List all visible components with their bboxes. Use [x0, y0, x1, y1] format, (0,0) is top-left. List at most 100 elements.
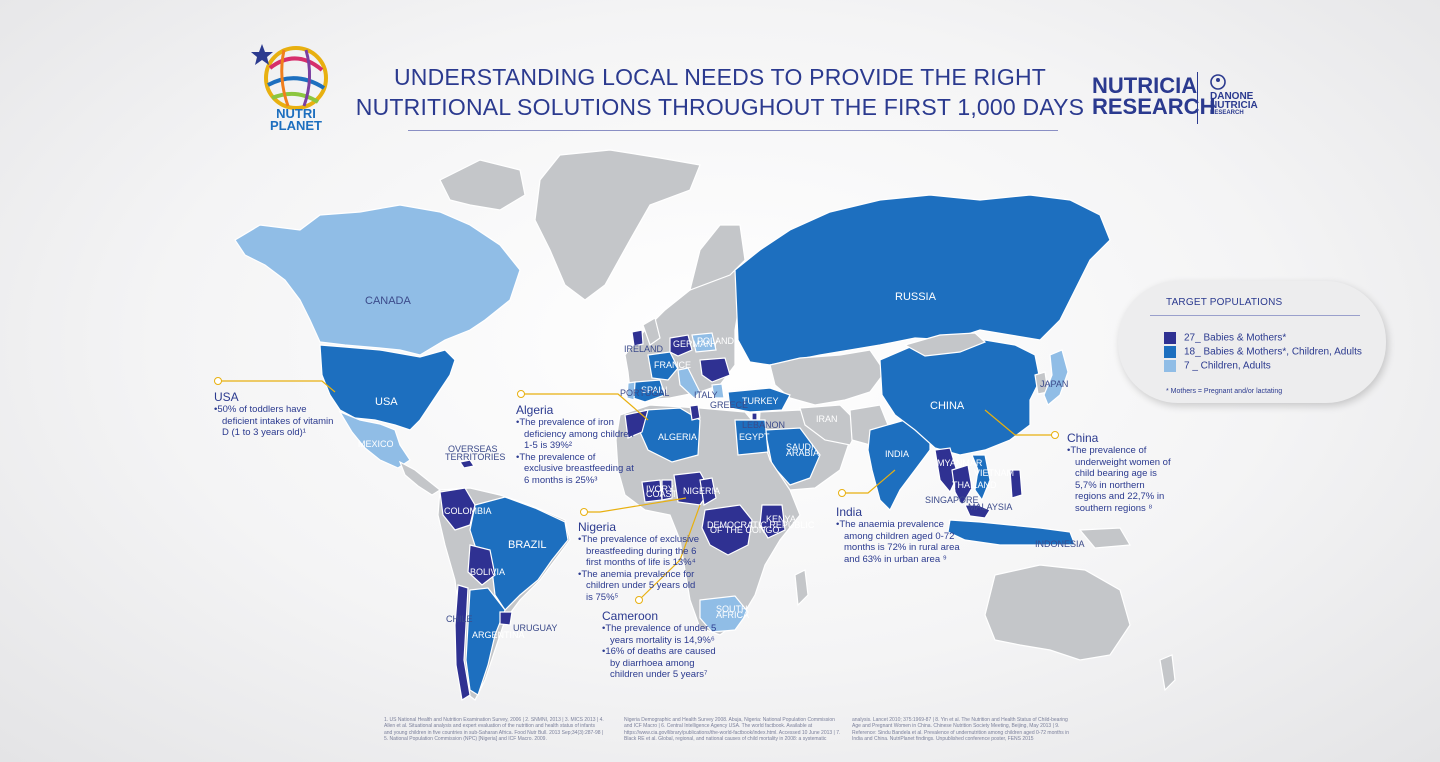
- nutriplanet-word-1: NUTRI: [276, 106, 316, 121]
- label-malaysia: MALAYSIA: [968, 502, 1012, 512]
- danone-nutricia-research-logo: DANONE NUTRICIA RESEARCH: [1210, 92, 1258, 117]
- label-france: FRANCE: [654, 360, 691, 370]
- label-canada: CANADA: [365, 295, 412, 307]
- leader-india: [842, 469, 896, 494]
- turkey[interactable]: [727, 387, 791, 413]
- callout-dot-usa: [214, 377, 222, 385]
- drc[interactable]: [701, 504, 753, 556]
- callout-india-title: India: [836, 505, 863, 519]
- uk: [642, 317, 661, 346]
- iran: [799, 404, 861, 446]
- research-word: RESEARCH: [1092, 94, 1216, 119]
- leader-china: [984, 409, 1055, 436]
- label-bolivia: BOLIVIA: [470, 567, 505, 577]
- danone-research-word: RESEARCH: [1210, 110, 1244, 116]
- cameroon[interactable]: [699, 477, 717, 506]
- nutricia-word: NUTRICIA: [1092, 73, 1198, 98]
- chile[interactable]: [454, 584, 471, 701]
- uruguay[interactable]: [499, 611, 513, 626]
- legend-panel: [1118, 281, 1386, 403]
- callout-dot-algeria: [517, 390, 525, 398]
- philippines[interactable]: [1009, 469, 1023, 499]
- leader-usa: [218, 380, 336, 393]
- label-south-africa-1: SOUTH: [716, 604, 748, 614]
- label-south-africa-2: AFRICA: [716, 610, 749, 620]
- callout-algeria: Algeria The prevalence of iron deficienc…: [516, 403, 634, 486]
- australia: [984, 564, 1131, 661]
- title-rule: [408, 130, 1058, 131]
- algeria[interactable]: [639, 407, 701, 463]
- callout-cameroon: Cameroon The prevalence of under 5 years…: [602, 609, 722, 681]
- label-japan: JAPAN: [1040, 379, 1068, 389]
- legend-swatch-tier1: [1164, 332, 1176, 344]
- callout-nigeria: Nigeria The prevalence of exclusive brea…: [578, 520, 703, 603]
- vietnam[interactable]: [971, 454, 991, 502]
- legend-swatch-tier2: [1164, 346, 1176, 358]
- danone-child-icon: [1210, 74, 1226, 90]
- callout-china-title: China: [1067, 431, 1099, 445]
- label-nigeria: NIGERIA: [683, 486, 720, 496]
- callout-dot-nigeria: [580, 508, 588, 516]
- references-col-3: analysis. Lancet 2010; 375:1969-87 | 8. …: [852, 717, 1070, 743]
- italy[interactable]: [677, 367, 701, 399]
- mongolia: [903, 332, 987, 357]
- central-america: [398, 460, 442, 496]
- callout-dot-china: [1051, 431, 1059, 439]
- callout-usa-title: USA: [214, 390, 239, 404]
- label-myanmar: MYANMAR: [937, 458, 983, 468]
- malaysia[interactable]: [964, 504, 991, 519]
- usa[interactable]: [319, 344, 456, 431]
- label-usa: USA: [375, 396, 398, 408]
- callout-nigeria-title: Nigeria: [578, 520, 617, 534]
- nutricia-research-logo: NUTRICIA RESEARCH: [1092, 73, 1216, 119]
- france[interactable]: [647, 351, 679, 381]
- callout-china-bullet-1: The prevalence of underweight women of c…: [1067, 445, 1177, 514]
- label-ivory-1: IVORY: [646, 484, 674, 494]
- lebanon[interactable]: [751, 412, 758, 421]
- title-line-2: NUTRITIONAL SOLUTIONS THROUGHOUT THE FIR…: [355, 94, 1085, 120]
- thailand[interactable]: [951, 464, 973, 507]
- label-vietnam: VIETNAM: [974, 468, 1014, 478]
- label-algeria: ALGERIA: [658, 432, 697, 442]
- egypt[interactable]: [734, 419, 769, 456]
- germany[interactable]: [669, 334, 693, 357]
- references-col-2: Nigeria Demographic and Health Survey 20…: [624, 717, 841, 743]
- label-saudi-1: SAUDI: [786, 442, 814, 452]
- logo-divider: [1197, 72, 1198, 124]
- leader-algeria: [521, 393, 649, 421]
- label-portugal: PORTUGAL: [620, 388, 669, 398]
- canada[interactable]: [234, 204, 521, 356]
- mexico[interactable]: [338, 410, 411, 469]
- label-ivory-2: COAST: [646, 489, 678, 499]
- label-kenya: KENYA: [766, 514, 796, 524]
- legend-note: * Mothers = Pregnant and/or lactating: [1166, 388, 1283, 395]
- tunisia[interactable]: [689, 404, 701, 421]
- danone-nutricia-word: NUTRICIA: [1210, 100, 1258, 111]
- callout-nigeria-bullet-1: The prevalence of exclusive breastfeedin…: [578, 534, 703, 569]
- kenya[interactable]: [759, 504, 786, 539]
- legend-row-tier1: 27_ Babies & Mothers*: [1164, 332, 1286, 344]
- label-india: INDIA: [885, 449, 909, 459]
- japan[interactable]: [1043, 349, 1069, 406]
- label-argentina: ARGENTINA: [472, 630, 525, 640]
- callout-algeria-title: Algeria: [516, 403, 554, 417]
- new-zealand: [1159, 654, 1176, 692]
- ghana[interactable]: [661, 479, 673, 501]
- portugal[interactable]: [626, 381, 636, 401]
- greece[interactable]: [711, 383, 725, 399]
- overseas-territories[interactable]: [459, 459, 475, 469]
- balkans[interactable]: [699, 357, 731, 383]
- argentina[interactable]: [465, 587, 506, 696]
- poland[interactable]: [691, 332, 717, 353]
- bolivia[interactable]: [467, 544, 496, 586]
- callout-cameroon-title: Cameroon: [602, 609, 659, 623]
- label-russia: RUSSIA: [895, 291, 937, 303]
- colombia[interactable]: [439, 487, 476, 531]
- label-drc-2: OF THE CONGO: [710, 525, 779, 535]
- label-overseas-2: TERRITORIES: [445, 452, 505, 462]
- label-singapore: SINGAPORE: [925, 495, 979, 505]
- ireland[interactable]: [631, 329, 644, 347]
- legend-label-tier3: 7 _ Children, Adults: [1184, 360, 1271, 372]
- label-thailand: THAILAND: [952, 480, 997, 490]
- callout-india: India The anaemia prevalence among child…: [836, 505, 964, 565]
